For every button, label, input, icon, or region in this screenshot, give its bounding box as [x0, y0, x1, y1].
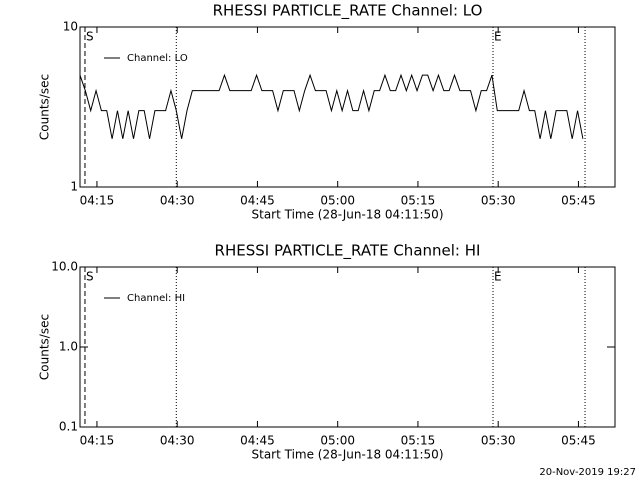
x-tick-label: 05:45: [561, 434, 596, 448]
x-tick-label: 04:45: [240, 434, 275, 448]
x-axis-label: Start Time (28-Jun-18 04:11:50): [252, 208, 444, 222]
y-axis-label: Counts/sec: [38, 74, 52, 140]
data-line: [79, 73, 584, 139]
x-tick-label: 05:15: [401, 194, 436, 208]
x-tick-label: 04:15: [80, 194, 115, 208]
y-tick-label: 0.1: [59, 420, 78, 434]
x-tick-label: 04:30: [160, 194, 195, 208]
x-tick-label: 05:00: [320, 434, 355, 448]
x-axis-label: Start Time (28-Jun-18 04:11:50): [252, 448, 444, 462]
x-tick-label: 05:30: [481, 434, 516, 448]
y-tick-label: 10: [63, 20, 78, 34]
chart-title: RHESSI PARTICLE_RATE Channel: HI: [215, 242, 481, 261]
y-tick-label: 10.0: [51, 260, 78, 274]
marker-label: S: [86, 270, 94, 284]
x-tick-label: 04:15: [80, 434, 115, 448]
legend-label: Channel: HI: [127, 293, 185, 304]
marker-label: E: [494, 270, 502, 284]
x-tick-label: 05:15: [401, 434, 436, 448]
y-axis-label: Counts/sec: [38, 314, 52, 380]
x-tick-label: 05:00: [320, 194, 355, 208]
legend-label: Channel: LO: [127, 53, 188, 64]
y-tick-label: 1.0: [59, 340, 78, 354]
x-tick-label: 05:45: [561, 194, 596, 208]
plot-frame: [79, 26, 616, 188]
marker-label: E: [494, 30, 502, 44]
footer: 20-Nov-2019 19:27: [539, 467, 636, 478]
x-tick-label: 05:30: [481, 194, 516, 208]
chart-title: RHESSI PARTICLE_RATE Channel: LO: [213, 2, 483, 21]
y-tick-label: 1: [70, 180, 78, 194]
marker-label: S: [86, 30, 94, 44]
plot-frame: [79, 266, 616, 428]
x-tick-label: 04:30: [160, 434, 195, 448]
x-tick-label: 04:45: [240, 194, 275, 208]
